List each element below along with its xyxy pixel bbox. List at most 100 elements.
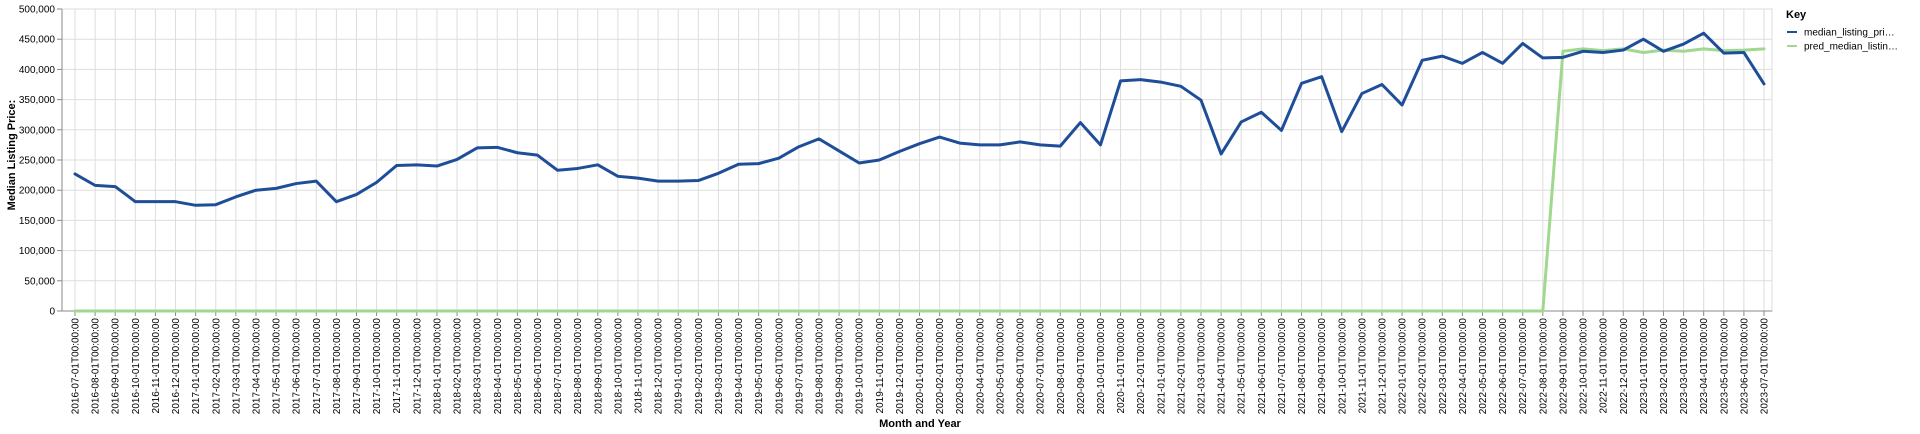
x-tick-label: 2021-12-01T00:00:00 <box>1377 318 1388 415</box>
legend-item-actual: median_listing_pri… <box>1787 28 1895 39</box>
x-tick-label: 2020-12-01T00:00:00 <box>1136 318 1147 415</box>
y-tick-label: 400,000 <box>19 65 56 76</box>
x-tick-label: 2016-12-01T00:00:00 <box>171 318 182 415</box>
x-tick-label: 2018-12-01T00:00:00 <box>654 318 665 415</box>
y-axis-title: Median Listing Price: <box>6 100 18 211</box>
x-tick-label: 2020-06-01T00:00:00 <box>1016 318 1027 415</box>
x-tick-label: 2023-05-01T00:00:00 <box>1719 318 1730 415</box>
y-tick-label: 50,000 <box>24 276 55 287</box>
x-tick-label: 2023-03-01T00:00:00 <box>1679 318 1690 415</box>
x-tick-label: 2023-04-01T00:00:00 <box>1699 318 1710 415</box>
x-tick-label: 2019-05-01T00:00:00 <box>754 318 765 415</box>
x-tick-label: 2021-10-01T00:00:00 <box>1337 318 1348 415</box>
legend: Key median_listing_pri… pred_median_list… <box>1786 9 1898 53</box>
x-tick-label: 2018-10-01T00:00:00 <box>613 318 624 415</box>
x-tick-label: 2019-01-01T00:00:00 <box>674 318 685 415</box>
x-tick-label: 2019-12-01T00:00:00 <box>895 318 906 415</box>
x-tick-label: 2023-07-01T00:00:00 <box>1760 318 1771 415</box>
x-tick-label: 2017-02-01T00:00:00 <box>211 318 222 415</box>
legend-title: Key <box>1786 9 1807 21</box>
y-tick-label: 200,000 <box>19 186 56 197</box>
x-tick-label: 2018-05-01T00:00:00 <box>513 318 524 415</box>
x-tick-label: 2022-12-01T00:00:00 <box>1619 318 1630 415</box>
x-tick-label: 2022-11-01T00:00:00 <box>1599 318 1610 414</box>
x-tick-label: 2018-08-01T00:00:00 <box>573 318 584 415</box>
x-tick-label: 2020-07-01T00:00:00 <box>1036 318 1047 415</box>
x-tick-label: 2020-03-01T00:00:00 <box>955 318 966 415</box>
x-tick-label: 2017-04-01T00:00:00 <box>251 318 262 415</box>
y-tick-label: 0 <box>49 307 55 318</box>
x-tick-label: 2017-10-01T00:00:00 <box>372 318 383 415</box>
x-tick-label: 2022-10-01T00:00:00 <box>1579 318 1590 415</box>
x-tick-label: 2018-11-01T00:00:00 <box>634 318 645 414</box>
y-tick-label: 350,000 <box>19 95 56 106</box>
x-tick-label: 2021-11-01T00:00:00 <box>1357 318 1368 414</box>
x-tick-label: 2021-01-01T00:00:00 <box>1156 318 1167 415</box>
x-tick-label: 2020-01-01T00:00:00 <box>915 318 926 415</box>
x-tick-label: 2021-02-01T00:00:00 <box>1176 318 1187 415</box>
x-tick-label: 2022-02-01T00:00:00 <box>1418 318 1429 415</box>
x-tick-label: 2018-01-01T00:00:00 <box>432 318 443 415</box>
x-tick-label: 2016-10-01T00:00:00 <box>131 318 142 415</box>
x-tick-label: 2019-06-01T00:00:00 <box>774 318 785 415</box>
y-tick-label: 500,000 <box>19 5 56 16</box>
x-tick-label: 2022-05-01T00:00:00 <box>1478 318 1489 415</box>
x-tick-label: 2018-06-01T00:00:00 <box>533 318 544 415</box>
y-tick-label: 250,000 <box>19 156 56 167</box>
series-line-actual <box>73 31 1766 207</box>
x-tick-label: 2022-09-01T00:00:00 <box>1558 318 1569 415</box>
x-axis-title: Month and Year <box>879 418 961 430</box>
x-tick-label: 2018-03-01T00:00:00 <box>473 318 484 415</box>
x-tick-label: 2019-04-01T00:00:00 <box>734 318 745 415</box>
x-tick-label: 2021-06-01T00:00:00 <box>1257 318 1268 415</box>
x-tick-label: 2017-03-01T00:00:00 <box>231 318 242 415</box>
x-tick-label: 2021-09-01T00:00:00 <box>1317 318 1328 415</box>
x-tick-label: 2019-02-01T00:00:00 <box>694 318 705 415</box>
x-tick-label: 2022-07-01T00:00:00 <box>1518 318 1529 415</box>
x-tick-label: 2016-07-01T00:00:00 <box>71 318 82 415</box>
legend-item-predicted: pred_median_listin… <box>1787 42 1898 53</box>
x-tick-label: 2018-04-01T00:00:00 <box>493 318 504 415</box>
x-tick-label: 2020-11-01T00:00:00 <box>1116 318 1127 414</box>
x-tick-label: 2019-08-01T00:00:00 <box>814 318 825 415</box>
x-tick-label: 2022-03-01T00:00:00 <box>1438 318 1449 415</box>
x-tick-label: 2019-10-01T00:00:00 <box>855 318 866 415</box>
series-lines <box>73 31 1766 313</box>
x-tick-label: 2022-08-01T00:00:00 <box>1538 318 1549 415</box>
x-tick-label: 2017-08-01T00:00:00 <box>332 318 343 415</box>
x-tick-label: 2021-03-01T00:00:00 <box>1197 318 1208 415</box>
grid-lines <box>61 8 1773 312</box>
x-tick-label: 2017-07-01T00:00:00 <box>312 318 323 415</box>
x-tick-label: 2018-02-01T00:00:00 <box>453 318 464 415</box>
y-axis: 0 50,000 100,000 150,000 200,000 250,000 300,0… <box>19 5 63 318</box>
x-tick-label: 2017-11-01T00:00:00 <box>392 318 403 414</box>
x-tick-label: 2016-11-01T00:00:00 <box>151 318 162 414</box>
x-tick-label: 2020-09-01T00:00:00 <box>1076 318 1087 415</box>
x-tick-label: 2017-01-01T00:00:00 <box>191 318 202 415</box>
x-tick-label: 2016-08-01T00:00:00 <box>91 318 102 415</box>
x-tick-label: 2021-04-01T00:00:00 <box>1217 318 1228 415</box>
x-tick-label: 2021-07-01T00:00:00 <box>1277 318 1288 415</box>
x-tick-label: 2022-04-01T00:00:00 <box>1458 318 1469 415</box>
x-tick-label: 2019-03-01T00:00:00 <box>714 318 725 415</box>
x-tick-label: 2022-06-01T00:00:00 <box>1498 318 1509 415</box>
x-tick-label: 2023-06-01T00:00:00 <box>1739 318 1750 415</box>
x-tick-label: 2017-09-01T00:00:00 <box>352 318 363 415</box>
x-tick-label: 2018-07-01T00:00:00 <box>553 318 564 415</box>
y-tick-label: 100,000 <box>19 246 56 257</box>
x-tick-label: 2019-09-01T00:00:00 <box>835 318 846 415</box>
x-tick-label: 2022-01-01T00:00:00 <box>1398 318 1409 415</box>
y-tick-label: 150,000 <box>19 216 56 227</box>
legend-label-predicted: pred_median_listin… <box>1804 42 1898 53</box>
x-tick-label: 2019-07-01T00:00:00 <box>794 318 805 415</box>
x-tick-label: 2020-02-01T00:00:00 <box>935 318 946 415</box>
x-tick-label: 2021-08-01T00:00:00 <box>1297 318 1308 415</box>
x-tick-label: 2020-08-01T00:00:00 <box>1056 318 1067 415</box>
y-tick-label: 300,000 <box>19 125 56 136</box>
x-tick-label: 2020-10-01T00:00:00 <box>1096 318 1107 415</box>
x-tick-label: 2017-12-01T00:00:00 <box>412 318 423 415</box>
x-tick-label: 2020-04-01T00:00:00 <box>975 318 986 415</box>
x-tick-label: 2017-05-01T00:00:00 <box>272 318 283 415</box>
x-tick-label: 2023-01-01T00:00:00 <box>1639 318 1650 415</box>
